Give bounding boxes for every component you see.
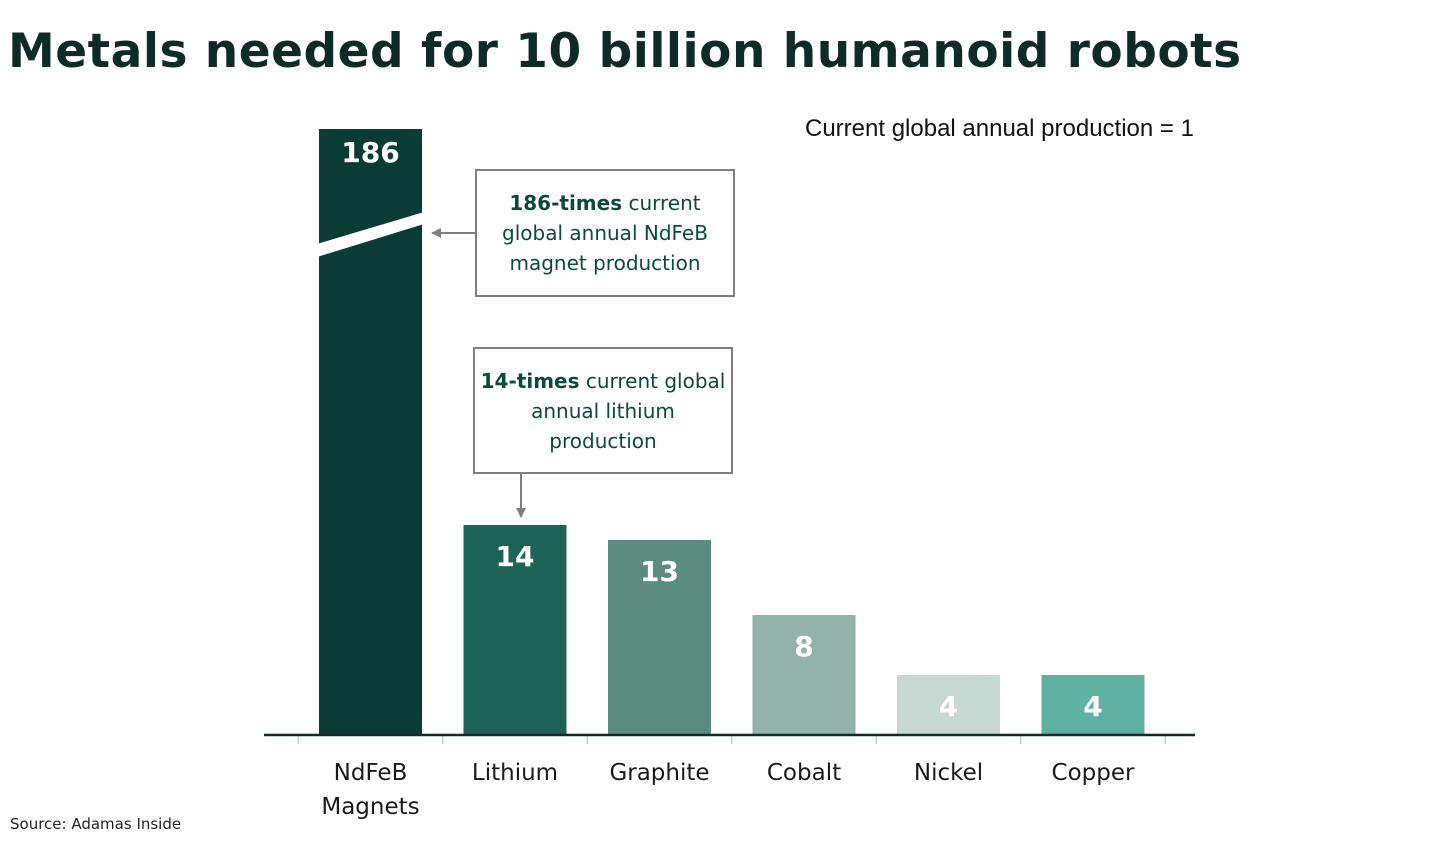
data-label-cobalt: 8	[794, 630, 813, 663]
category-label-lithium: Lithium	[472, 760, 558, 786]
ndfeb-callout-box: 186-times current global annual NdFeB ma…	[475, 169, 735, 297]
data-label-ndfeb-magnets: 186	[341, 136, 399, 169]
chart-subtitle: Current global annual production = 1	[805, 115, 1194, 142]
category-label-ndfeb-magnets: NdFeB	[334, 760, 408, 786]
category-label-graphite: Graphite	[609, 760, 709, 786]
lithium-callout-bold: 14-times	[480, 368, 580, 393]
bar-lithium	[463, 525, 567, 735]
chart-title: Metals needed for 10 billion humanoid ro…	[8, 24, 1242, 79]
category-label-copper: Copper	[1052, 760, 1135, 786]
bar-nickel	[897, 675, 1000, 735]
lithium-callout-box: 14-times current global annual lithium p…	[473, 347, 733, 474]
axis-break-mark	[317, 212, 424, 257]
lithium-callout-text: current global annual lithium production	[531, 368, 726, 453]
data-label-copper: 4	[1083, 690, 1102, 723]
category-label-cobalt: Cobalt	[767, 760, 841, 786]
bar-graphite	[608, 540, 711, 735]
category-label-ndfeb-magnets: Magnets	[321, 794, 419, 820]
ndfeb-callout-text: current global annual NdFeB magnet produ…	[502, 191, 708, 275]
data-label-lithium: 14	[496, 540, 535, 573]
source-note: Source: Adamas Inside	[10, 815, 182, 833]
bar-copper	[1041, 675, 1145, 735]
category-label-nickel: Nickel	[914, 760, 983, 786]
data-label-nickel: 4	[939, 690, 958, 723]
ndfeb-callout-bold: 186-times	[509, 191, 623, 215]
data-label-graphite: 13	[640, 555, 679, 588]
bar-cobalt	[752, 615, 856, 735]
